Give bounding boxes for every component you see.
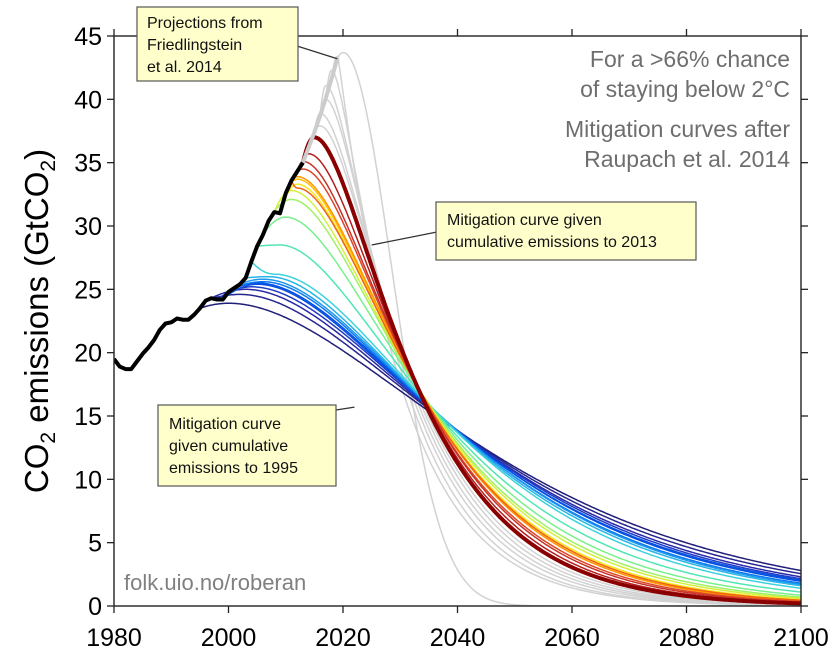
callout-leader-curve-1995 <box>335 406 355 411</box>
callout-text-projections-1: Projections from <box>147 15 263 32</box>
callout-curve-1995: Mitigation curve given cumulative emissi… <box>157 404 355 487</box>
y-axis-label-sub: 2 <box>37 432 60 444</box>
mitigation-curve-2002-7 <box>239 278 801 586</box>
mitigation-curve-2011-16 <box>290 175 801 602</box>
note-line-2: of staying below 2°C <box>580 76 790 102</box>
notes: For a >66% chance of staying below 2°C M… <box>565 46 790 172</box>
y-tick-label-15: 15 <box>74 403 102 431</box>
ticks-layer: 1980 2000 2020 2040 2060 2080 2100 0 5 10 15 20 25 30… <box>74 23 829 652</box>
note-line-3: Mitigation curves after <box>565 116 790 142</box>
curves-layer <box>114 51 801 606</box>
callout-text-projections-3: et al. 2014 <box>147 59 222 76</box>
callout-projections: Projections from Friedlingstein et al. 2… <box>136 6 338 82</box>
mitigation-curve-2005-10 <box>257 244 801 593</box>
mitigation-curve-2003-8 <box>245 275 801 587</box>
x-tick-label-2060: 2060 <box>544 624 600 652</box>
mitigation-curve-2000-5 <box>228 282 801 583</box>
mitigation-curve-2012-18 <box>296 168 801 603</box>
mitigation-curve-1998-3 <box>216 286 801 580</box>
mitigation-curve-2004-9 <box>250 260 801 590</box>
y-tick-label-40: 40 <box>74 86 102 114</box>
mitigation-curve-2006-11 <box>262 216 801 596</box>
x-tick-label-2040: 2040 <box>430 624 486 652</box>
callout-leader-projections <box>296 45 338 60</box>
callout-box-projections <box>136 6 299 82</box>
callout-text-curve-1995-3: emissions to 1995 <box>169 460 298 477</box>
x-tick-label-2100: 2100 <box>773 624 829 652</box>
mitigation-curve-2011-17 <box>290 180 801 602</box>
mitigation-curve-2018-27 <box>330 55 801 606</box>
callout-box-curve-1995 <box>157 404 337 487</box>
x-tick-label-2000: 2000 <box>201 624 257 652</box>
x-tick-label-1980: 1980 <box>86 624 142 652</box>
note-line-1: For a >66% chance <box>590 46 790 72</box>
y-tick-label-10: 10 <box>74 466 102 494</box>
mitigation-curve-2007-12 <box>267 198 801 598</box>
callout-leader-curve-2013 <box>371 231 438 246</box>
mitigation-curve-1997-2 <box>210 288 801 578</box>
callout-text-projections-2: Friedlingstein <box>147 37 242 54</box>
mitigation-curve-2013-highlight-21 <box>300 135 801 606</box>
x-tick-label-2020: 2020 <box>315 624 371 652</box>
y-tick-label-0: 0 <box>88 593 102 621</box>
y-tick-label-5: 5 <box>88 530 102 558</box>
callout-text-curve-2013-2: cumulative emissions to 2013 <box>447 234 657 251</box>
mitigation-curve-1995-0 <box>199 302 801 572</box>
y-axis-label-sub2: 2 <box>37 160 60 172</box>
y-axis-label: CO2 emissions (GtCO2) <box>18 149 60 493</box>
note-line-4: Raupach et al. 2014 <box>584 146 790 172</box>
x-tick-label-2080: 2080 <box>659 624 715 652</box>
callout-text-curve-2013-1: Mitigation curve given <box>447 212 602 229</box>
y-tick-label-45: 45 <box>74 23 102 51</box>
projection-line <box>300 56 340 165</box>
mitigation-curve-2019-28 <box>336 51 801 606</box>
y-tick-label-20: 20 <box>74 340 102 368</box>
mitigation-curve-2008-13 <box>273 189 801 600</box>
y-tick-label-25: 25 <box>74 276 102 304</box>
y-tick-label-35: 35 <box>74 150 102 178</box>
callout-curve-2013: Mitigation curve given cumulative emissi… <box>371 201 697 261</box>
historical-emissions-line <box>114 161 305 372</box>
callout-text-curve-1995-2: given cumulative <box>169 438 288 455</box>
mitigation-curve-2012-19 <box>296 160 801 603</box>
callout-text-curve-1995-1: Mitigation curve <box>169 416 281 433</box>
watermark: folk.uio.no/roberan <box>124 570 306 595</box>
callout-box-curve-2013 <box>435 201 697 261</box>
y-tick-label-30: 30 <box>74 213 102 241</box>
mitigation-curve-1996-1 <box>205 293 801 575</box>
